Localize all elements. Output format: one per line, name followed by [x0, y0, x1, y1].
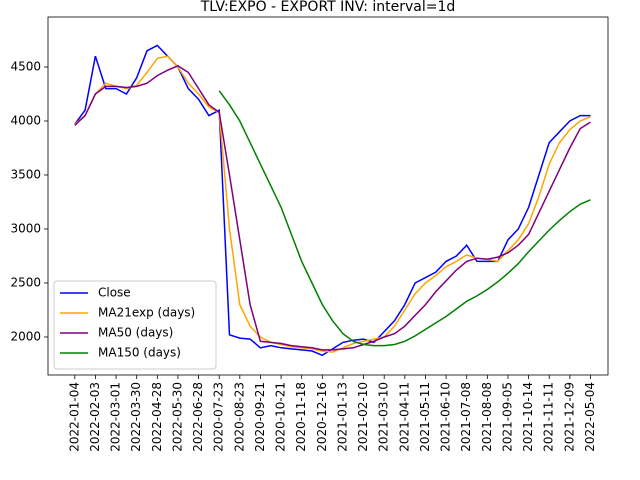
- x-tick-label: 2020-07-23: [212, 382, 226, 452]
- x-tick-label: 2022-05-30: [170, 382, 184, 452]
- x-tick-label: 2020-11-18: [294, 382, 308, 452]
- x-tick-label: 2021-12-09: [562, 382, 576, 452]
- legend-label: MA150 (days): [98, 346, 181, 360]
- x-tick-label: 2022-03-30: [129, 382, 143, 452]
- x-tick-label: 2021-07-08: [459, 382, 473, 452]
- x-tick-label: 2020-09-21: [253, 382, 267, 452]
- x-tick-label: 2022-06-28: [191, 382, 205, 452]
- y-tick-label: 2000: [10, 329, 41, 343]
- y-tick-label: 3500: [10, 167, 41, 181]
- y-tick-label: 3000: [10, 221, 41, 235]
- x-tick-label: 2021-03-10: [377, 382, 391, 452]
- x-tick-label: 2021-04-11: [397, 382, 411, 452]
- x-tick-label: 2021-08-08: [480, 382, 494, 452]
- x-tick-label: 2021-10-14: [521, 382, 535, 452]
- x-tick-label: 2022-02-03: [88, 382, 102, 452]
- x-tick-label: 2021-11-11: [542, 382, 556, 452]
- y-tick-label: 4000: [10, 113, 41, 127]
- x-tick-label: 2021-05-11: [418, 382, 432, 452]
- x-tick-label: 2020-08-23: [232, 382, 246, 452]
- line-series: [218, 90, 591, 347]
- axes-frame: [47, 16, 609, 376]
- legend-label: Close: [98, 286, 131, 300]
- x-tick-label: 2020-10-21: [274, 382, 288, 452]
- legend-label: MA50 (days): [98, 326, 173, 340]
- y-tick-label: 4500: [10, 60, 41, 74]
- x-tick-label: 2021-02-10: [356, 382, 370, 452]
- x-tick-label: 2022-03-01: [109, 382, 123, 452]
- y-tick-label: 2500: [10, 275, 41, 289]
- legend-label: MA21exp (days): [98, 306, 195, 320]
- x-tick-label: 2021-06-10: [439, 382, 453, 452]
- x-tick-label: 2022-01-04: [67, 382, 81, 452]
- x-tick-label: 2021-01-13: [335, 382, 349, 452]
- x-tick-label: 2022-05-04: [583, 382, 597, 452]
- legend-box: [53, 280, 217, 370]
- x-tick-label: 2020-12-16: [315, 382, 329, 452]
- chart-title: TLV:EXPO - EXPORT INV: interval=1d: [200, 0, 456, 15]
- x-tick-label: 2021-09-05: [500, 382, 514, 452]
- line-series: [74, 65, 591, 351]
- line-series: [74, 44, 591, 357]
- x-tick-label: 2022-04-28: [150, 382, 164, 452]
